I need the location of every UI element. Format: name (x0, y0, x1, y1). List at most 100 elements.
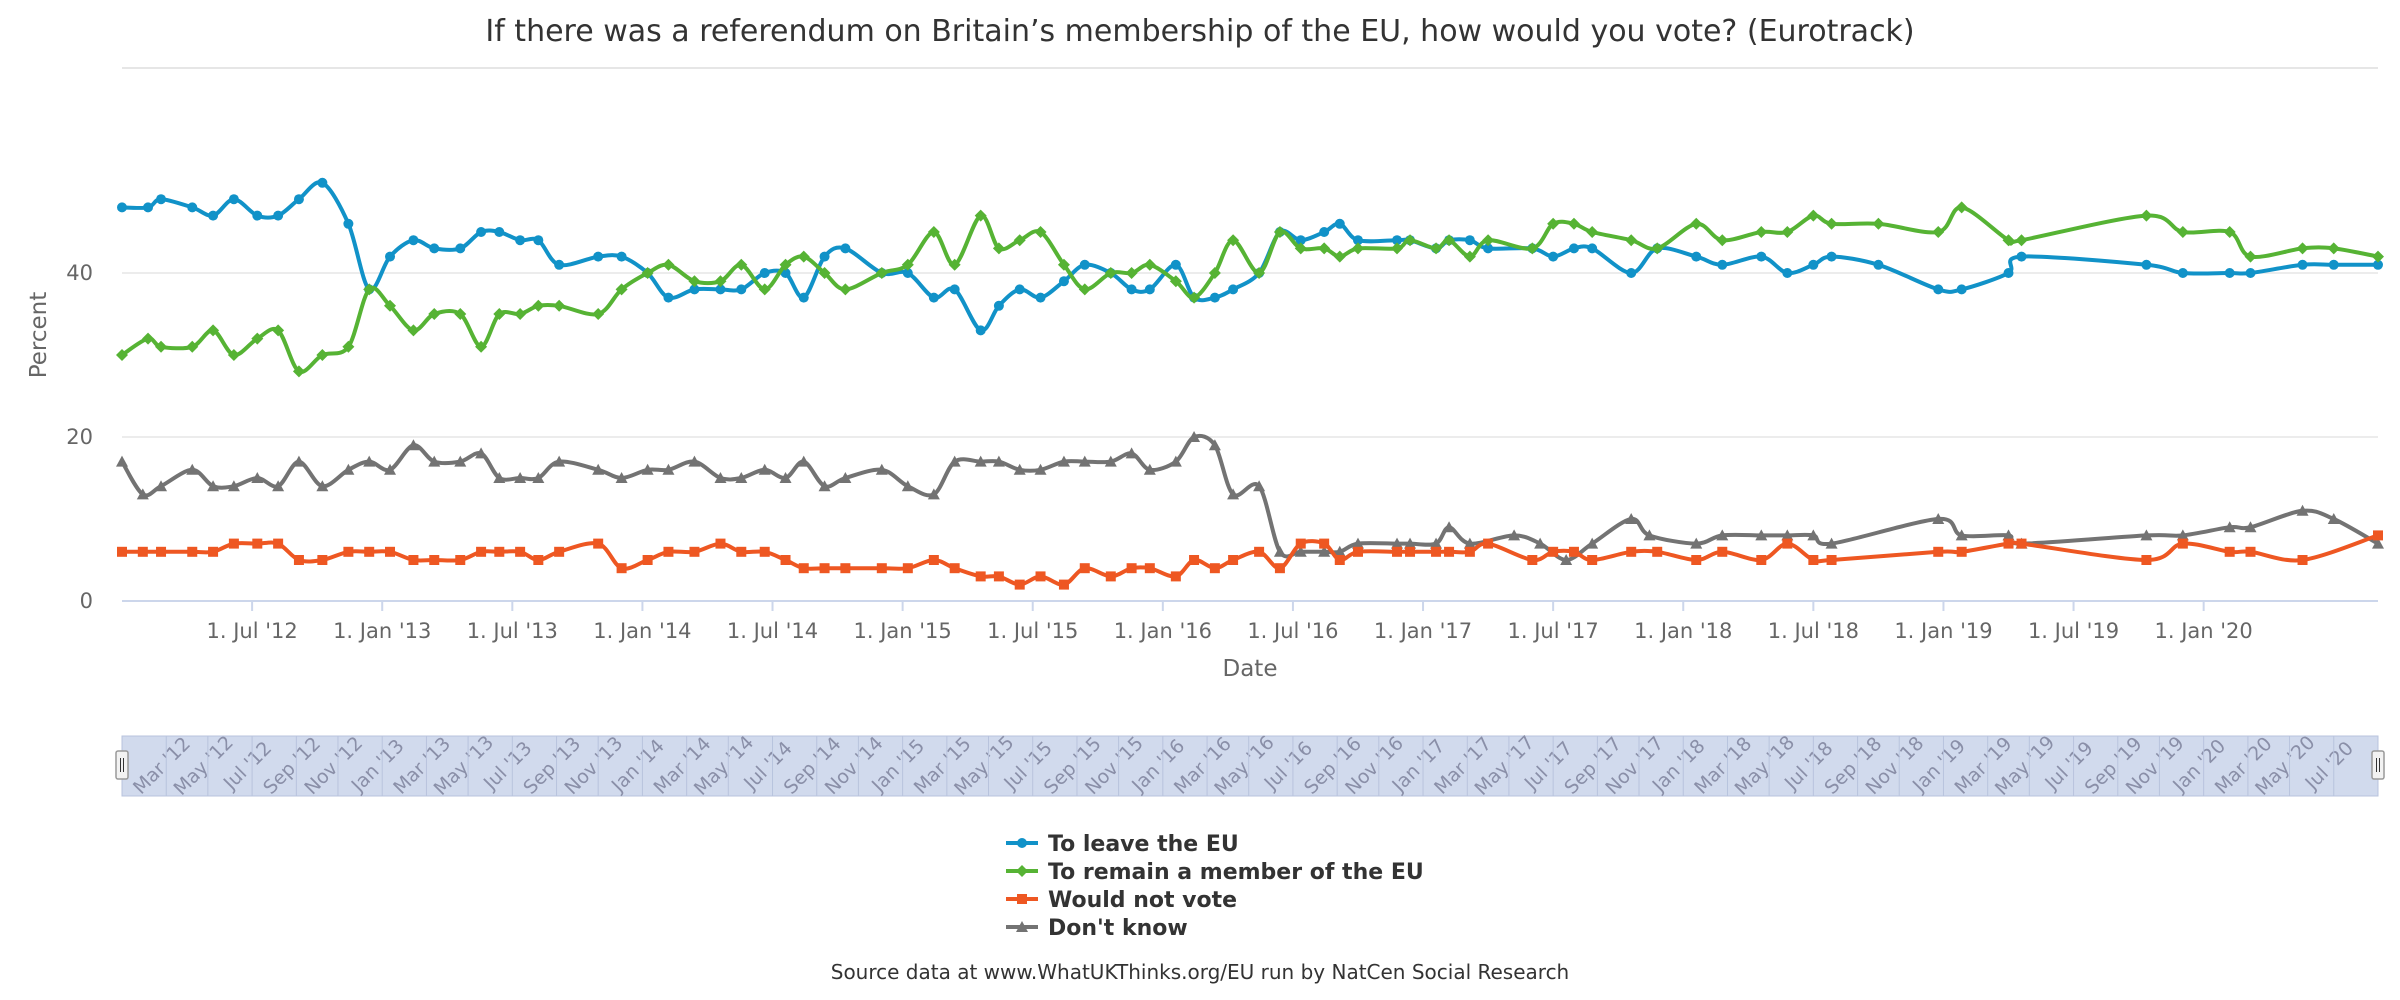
data-point[interactable] (689, 284, 700, 295)
data-point[interactable] (2372, 537, 2384, 549)
data-point[interactable] (1431, 546, 1442, 557)
data-point[interactable] (1352, 546, 1363, 557)
data-point[interactable] (1547, 217, 1560, 230)
data-point[interactable] (385, 546, 396, 557)
data-point[interactable] (736, 546, 747, 557)
data-point[interactable] (1144, 563, 1155, 574)
chart-credit[interactable]: Source data at www.WhatUKThinks.org/EU r… (831, 960, 1570, 984)
data-point[interactable] (1227, 234, 1240, 247)
data-point[interactable] (1405, 546, 1416, 557)
navigator-handle-right-grip[interactable] (2371, 750, 2385, 780)
data-point[interactable] (780, 555, 791, 565)
data-point[interactable] (876, 563, 887, 574)
data-point[interactable] (1527, 555, 1538, 565)
data-point[interactable] (1253, 267, 1266, 279)
data-point[interactable] (385, 251, 396, 262)
data-point[interactable] (227, 349, 240, 361)
data-point[interactable] (1807, 209, 1820, 222)
data-point[interactable] (1755, 529, 1768, 541)
data-point[interactable] (1014, 579, 1025, 590)
data-point[interactable] (1826, 251, 1837, 262)
data-point[interactable] (1125, 267, 1138, 279)
data-point[interactable] (554, 546, 565, 557)
data-point[interactable] (342, 463, 355, 475)
data-point[interactable] (927, 226, 940, 238)
data-point[interactable] (840, 563, 851, 574)
data-point[interactable] (1294, 545, 1307, 557)
data-point[interactable] (228, 538, 239, 549)
data-point[interactable] (592, 463, 605, 475)
data-point[interactable] (493, 308, 506, 320)
data-point[interactable] (759, 546, 770, 557)
series-would-not-vote[interactable] (117, 530, 2383, 590)
data-point[interactable] (663, 292, 674, 303)
data-point[interactable] (1756, 555, 1767, 565)
data-point[interactable] (494, 546, 505, 557)
data-point[interactable] (839, 472, 852, 483)
data-point[interactable] (1586, 226, 1599, 238)
data-point[interactable] (1125, 447, 1138, 459)
data-point[interactable] (1691, 251, 1702, 262)
data-point[interactable] (1295, 538, 1306, 549)
data-point[interactable] (454, 455, 467, 467)
data-point[interactable] (593, 251, 604, 262)
data-point[interactable] (688, 275, 701, 288)
series-to-remain-a-member-of-the-eu[interactable] (116, 201, 2384, 378)
data-point[interactable] (1568, 546, 1579, 557)
data-point[interactable] (1035, 571, 1046, 582)
data-point[interactable] (714, 275, 727, 288)
data-point[interactable] (641, 463, 654, 475)
data-point[interactable] (117, 202, 127, 213)
data-point[interactable] (2328, 259, 2339, 270)
data-point[interactable] (1825, 537, 1838, 549)
data-point[interactable] (2296, 242, 2309, 255)
data-point[interactable] (1254, 546, 1265, 557)
data-point[interactable] (155, 480, 168, 492)
data-point[interactable] (454, 308, 467, 320)
data-point[interactable] (1170, 571, 1181, 582)
data-point[interactable] (759, 268, 770, 278)
data-point[interactable] (252, 210, 263, 221)
data-point[interactable] (2176, 529, 2189, 541)
data-point[interactable] (1568, 243, 1579, 254)
data-point[interactable] (689, 546, 700, 557)
data-point[interactable] (2176, 226, 2189, 238)
data-point[interactable] (1034, 226, 1047, 238)
data-point[interactable] (1464, 235, 1475, 246)
data-point[interactable] (1058, 276, 1069, 287)
data-point[interactable] (343, 546, 354, 557)
data-point[interactable] (1782, 538, 1793, 549)
data-point[interactable] (1691, 555, 1702, 565)
data-point[interactable] (901, 480, 914, 492)
data-point[interactable] (1643, 529, 1656, 541)
data-point[interactable] (142, 332, 155, 345)
data-point[interactable] (1625, 513, 1638, 524)
data-point[interactable] (2224, 268, 2235, 278)
data-point[interactable] (1391, 537, 1404, 549)
data-point[interactable] (342, 340, 355, 353)
data-point[interactable] (1319, 538, 1330, 549)
data-point[interactable] (2016, 538, 2027, 549)
data-point[interactable] (758, 283, 771, 296)
data-point[interactable] (1228, 555, 1239, 565)
data-point[interactable] (975, 325, 986, 336)
data-point[interactable] (1807, 529, 1820, 541)
data-point[interactable] (736, 284, 747, 295)
data-point[interactable] (875, 463, 888, 475)
data-point[interactable] (1273, 545, 1286, 557)
data-point[interactable] (662, 258, 675, 271)
data-point[interactable] (514, 472, 527, 483)
data-point[interactable] (715, 284, 726, 295)
data-point[interactable] (272, 324, 285, 337)
data-point[interactable] (819, 251, 830, 262)
data-point[interactable] (2016, 251, 2027, 262)
navigator-handle-right[interactable] (2371, 750, 2385, 780)
data-point[interactable] (2140, 209, 2153, 222)
data-point[interactable] (316, 480, 329, 492)
data-point[interactable] (2373, 530, 2383, 541)
data-point[interactable] (2297, 259, 2308, 270)
data-point[interactable] (1933, 546, 1944, 557)
data-point[interactable] (1690, 537, 1703, 549)
data-point[interactable] (1716, 529, 1729, 541)
data-point[interactable] (1318, 545, 1331, 557)
